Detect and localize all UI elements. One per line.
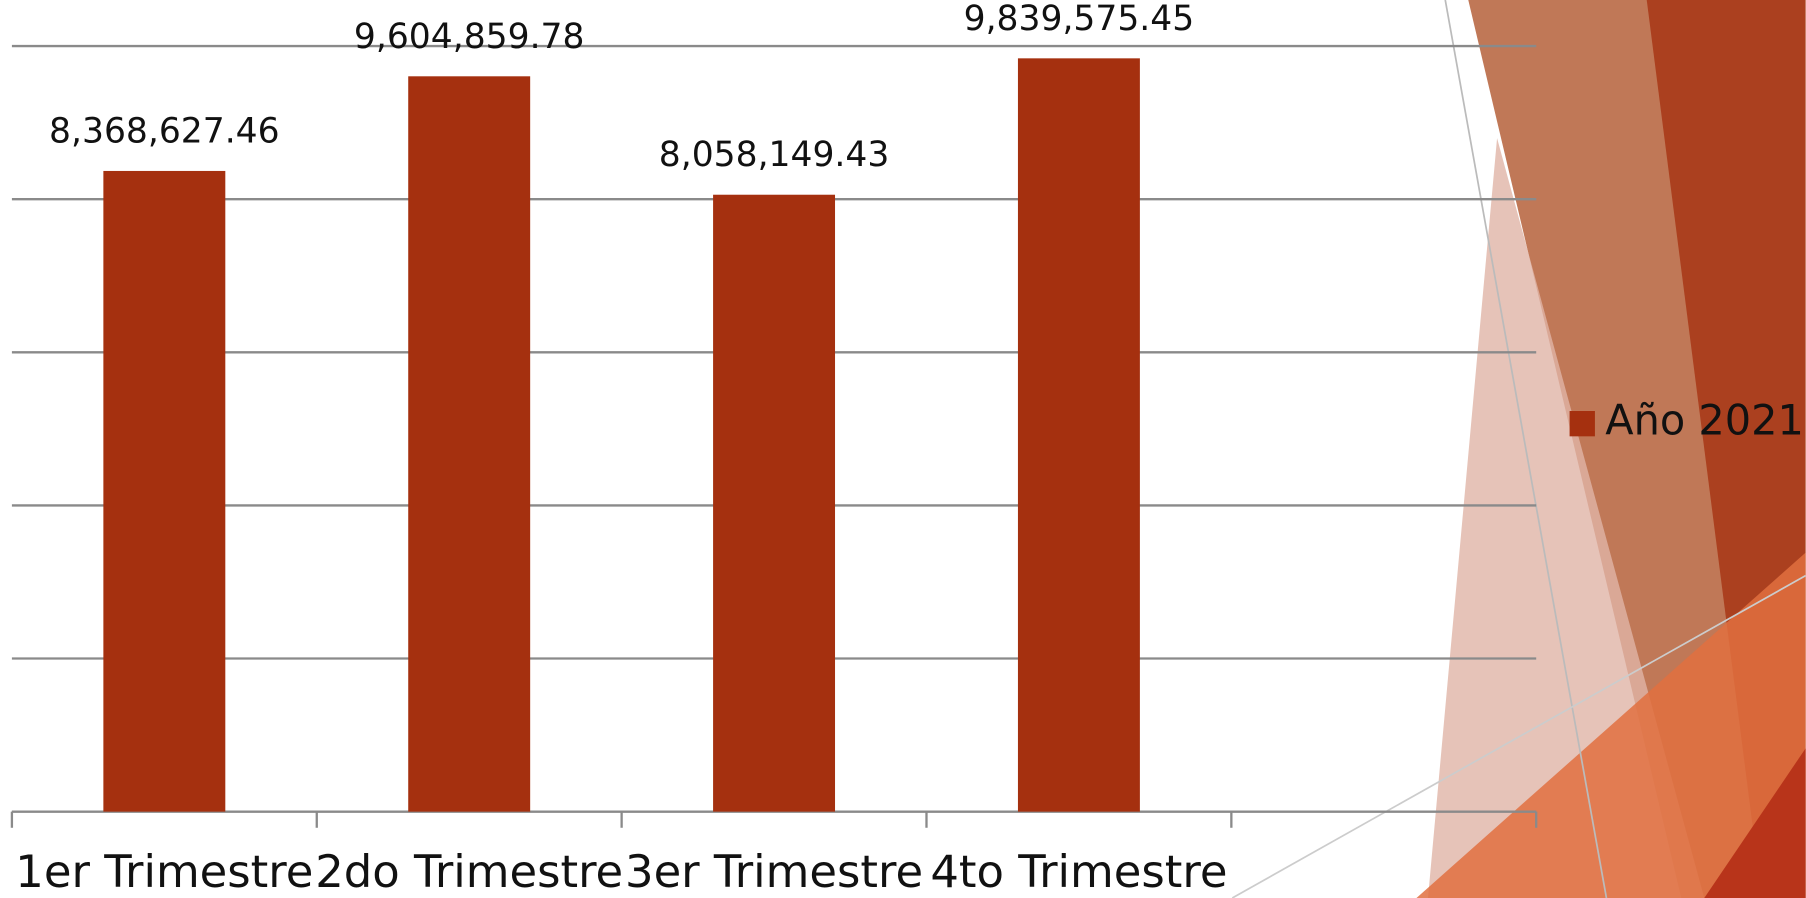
background-decoration [1232,0,1805,898]
data-label: 9,839,575.45 [964,0,1195,39]
x-tick-label: 2do Trimestre [315,845,623,898]
data-label: 8,368,627.46 [49,111,280,151]
chart: 1er Trimestre 8,368,627.46 2do Trimestre 9,… [0,0,1806,898]
legend-swatch [1570,411,1595,436]
x-tick-label: 1er Trimestre [15,845,313,898]
x-tick-label: 3er Trimestre [625,845,923,898]
page: {"chart_data": {"type": "bar", "categori… [0,0,1806,898]
legend-label: Año 2021 [1605,397,1804,445]
bar [103,171,225,812]
bar [713,195,835,812]
x-tick-label: 4to Trimestre [930,845,1227,898]
data-label: 8,058,149.43 [659,135,890,175]
bar [408,76,530,811]
bar [1018,58,1140,811]
data-label: 9,604,859.78 [354,17,585,57]
